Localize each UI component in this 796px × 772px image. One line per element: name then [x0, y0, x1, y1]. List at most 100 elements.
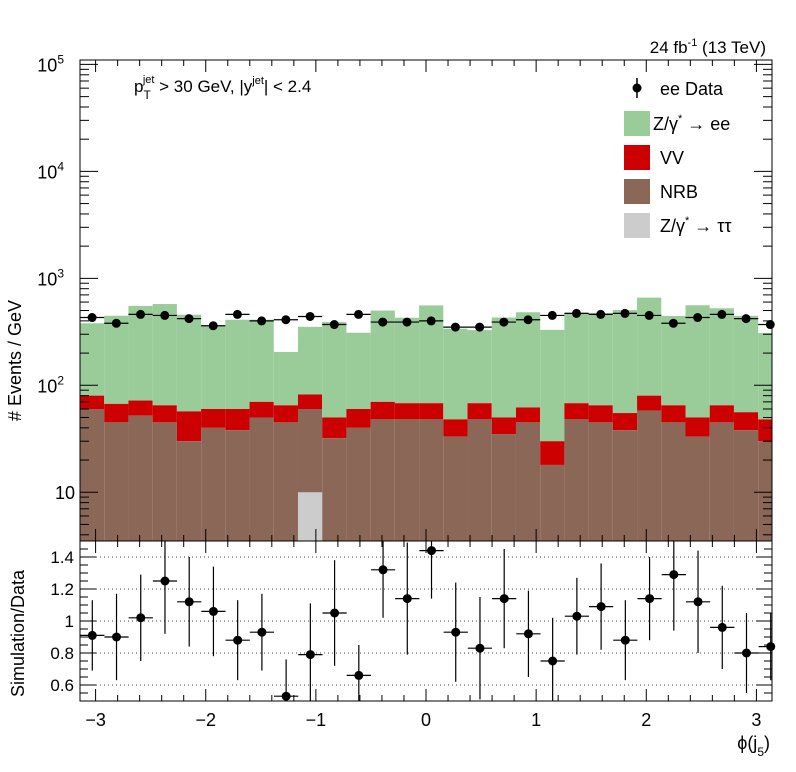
- bar-zee: [249, 319, 274, 402]
- bar-zee: [176, 314, 202, 412]
- bar-nrb: [612, 430, 638, 541]
- ratio-point: [233, 635, 243, 645]
- ratio-points: [80, 541, 776, 701]
- bar-vv: [176, 411, 202, 442]
- main-x-ticks: [95, 60, 757, 541]
- bar-nrb: [346, 427, 371, 541]
- ratio-point: [475, 643, 485, 653]
- bar-vv: [225, 409, 250, 431]
- bar-zee: [201, 325, 226, 410]
- bar-vv: [394, 403, 420, 420]
- bar-zee: [104, 315, 129, 404]
- data-point: [741, 314, 751, 324]
- main-panel: 10 102 103 104 105 # Events / GeV 24 fb-1 (1…: [5, 37, 775, 542]
- bar-zee: [152, 304, 177, 406]
- bar-zee: [758, 333, 772, 420]
- main-y-axis-label: # Events / GeV: [5, 300, 25, 421]
- data-point: [547, 310, 557, 320]
- ratio-point: [620, 635, 630, 645]
- bar-nrb: [758, 441, 772, 541]
- bar-ztt: [297, 492, 323, 541]
- data-point: [111, 318, 121, 328]
- x-axis-label: ϕ(j5): [737, 733, 770, 759]
- bar-vv: [322, 417, 347, 439]
- legend-nrb-label: NRB: [660, 182, 698, 202]
- ratio-y-tick-label: 1.2: [50, 580, 74, 599]
- ratio-y-axis-label: Simulation/Data: [8, 569, 28, 697]
- data-point: [765, 320, 775, 330]
- bar-vv: [637, 395, 662, 411]
- bar-vv: [758, 419, 772, 442]
- ratio-point: [669, 570, 679, 580]
- bar-nrb: [249, 417, 274, 541]
- bar-zee: [491, 317, 516, 418]
- bar-nrb: [273, 422, 298, 541]
- bar-nrb: [709, 422, 734, 541]
- ratio-point: [281, 691, 291, 701]
- bar-vv: [273, 405, 298, 423]
- bar-zee: [128, 305, 153, 401]
- bar-nrb: [225, 430, 250, 541]
- bar-zee: [273, 351, 298, 406]
- bar-vv: [540, 441, 565, 465]
- bar-zee: [564, 312, 589, 404]
- data-point: [329, 320, 339, 330]
- bar-nrb: [661, 422, 686, 541]
- y-tick-label: 104: [37, 159, 64, 182]
- ratio-point: [354, 670, 364, 680]
- bar-nrb: [370, 419, 395, 541]
- bar-zee: [322, 322, 347, 418]
- data-point: [136, 309, 146, 319]
- bar-vv: [249, 401, 274, 418]
- ratio-point: [717, 622, 727, 632]
- data-point: [644, 310, 654, 320]
- ratio-point: [451, 627, 461, 637]
- bar-vv: [685, 417, 710, 437]
- data-point: [620, 308, 630, 318]
- x-tick-label: 1: [531, 710, 541, 730]
- bar-nrb: [733, 430, 759, 541]
- data-point: [426, 316, 436, 326]
- bar-nrb: [176, 441, 202, 541]
- data-point: [402, 317, 412, 327]
- legend-vv-label: VV: [660, 148, 684, 168]
- ratio-point: [523, 629, 533, 639]
- bar-nrb: [467, 419, 492, 541]
- bar-zee: [588, 312, 613, 406]
- bar-nrb: [685, 436, 710, 541]
- bar-nrb: [322, 438, 347, 541]
- ratio-point: [378, 565, 388, 575]
- data-point: [354, 309, 364, 319]
- bar-vv: [515, 407, 541, 423]
- x-tick-label: 2: [641, 710, 651, 730]
- ratio-point: [548, 656, 558, 666]
- ratio-point: [596, 602, 606, 612]
- bar-zee: [225, 319, 250, 410]
- ratio-y-tick-label: 0.6: [50, 676, 74, 695]
- bar-nrb: [128, 415, 153, 541]
- x-tick-label: 3: [751, 710, 761, 730]
- legend-zee-label: Z/γ* → ee: [653, 113, 730, 134]
- legend-data-marker: [632, 83, 642, 93]
- data-point: [281, 315, 291, 325]
- ratio-point: [766, 642, 776, 652]
- ratio-point: [427, 546, 437, 556]
- x-tick-label: −1: [306, 710, 327, 730]
- y-tick-label: 105: [37, 52, 64, 75]
- ratio-point: [184, 597, 194, 607]
- cut-label: pTjet > 30 GeV, |yjet| < 2.4: [134, 74, 311, 102]
- ratio-point: [305, 650, 315, 660]
- data-point: [257, 316, 267, 326]
- legend-entry-nrb: NRB: [624, 179, 698, 204]
- bar-nrb: [419, 419, 444, 541]
- ratio-point: [257, 627, 267, 637]
- y-tick-label: 102: [37, 373, 64, 396]
- ratio-point: [741, 648, 751, 658]
- y-tick-label: 10: [55, 483, 75, 503]
- bar-vv: [443, 419, 468, 437]
- bar-vv: [588, 405, 613, 423]
- bar-nrb: [104, 422, 129, 541]
- bar-zee: [467, 330, 492, 404]
- bar-nrb: [443, 436, 468, 541]
